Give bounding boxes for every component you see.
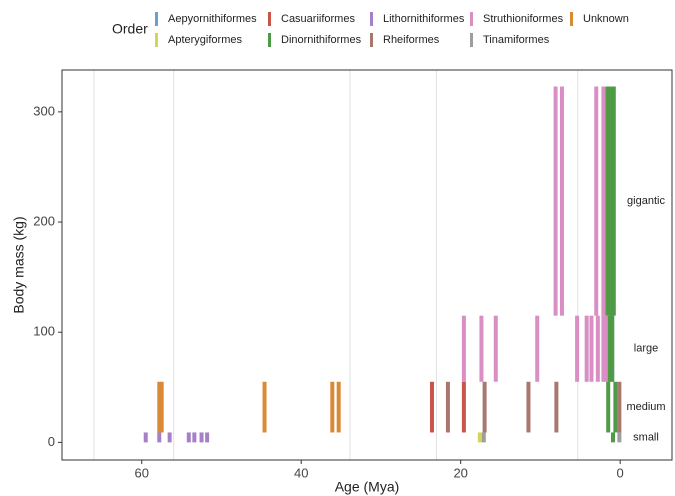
x-tick-label: 60 xyxy=(135,465,149,480)
legend-label: Lithornithiformes xyxy=(383,13,465,25)
y-tick-label: 100 xyxy=(33,324,55,339)
range-bar xyxy=(575,315,580,382)
range-bar xyxy=(477,432,482,443)
legend-label: Dinornithiformes xyxy=(281,34,362,46)
range-bar xyxy=(461,315,466,382)
range-bar xyxy=(610,315,615,382)
plot-border xyxy=(61,69,673,461)
range-bar xyxy=(157,381,162,433)
legend-swatch xyxy=(155,12,158,26)
range-bar xyxy=(479,315,484,382)
range-bar xyxy=(482,381,487,433)
range-bar xyxy=(607,315,612,382)
range-bar xyxy=(611,86,616,316)
range-bar xyxy=(617,381,622,433)
legend-swatch xyxy=(470,33,473,47)
range-bar xyxy=(167,432,172,443)
legend-swatch xyxy=(570,12,573,26)
range-bar xyxy=(186,432,191,443)
range-bar xyxy=(159,381,164,433)
legend-label: Casuariiformes xyxy=(281,13,355,25)
range-bar xyxy=(336,381,341,433)
range-bar xyxy=(610,432,615,443)
legend-label: Unknown xyxy=(583,13,629,25)
legend-title: Order xyxy=(112,21,148,37)
range-bar xyxy=(143,432,148,443)
range-bar xyxy=(429,381,434,433)
size-class-label: gigantic xyxy=(627,195,665,207)
x-tick-label: 20 xyxy=(453,465,467,480)
range-bar xyxy=(461,381,466,433)
range-bar xyxy=(481,432,486,443)
range-bar xyxy=(589,315,594,382)
range-bar xyxy=(199,432,204,443)
range-bar xyxy=(595,315,600,382)
legend-swatch xyxy=(155,33,158,47)
range-bar xyxy=(601,315,606,382)
range-bar xyxy=(262,381,267,433)
range-bar xyxy=(205,432,210,443)
range-bar xyxy=(157,432,162,443)
range-bar xyxy=(554,381,559,433)
size-class-label: large xyxy=(634,343,658,355)
range-bar xyxy=(535,315,540,382)
legend-label: Apterygiformes xyxy=(168,34,242,46)
range-bar xyxy=(617,432,622,443)
x-tick-label: 0 xyxy=(617,465,624,480)
y-tick-label: 200 xyxy=(33,213,55,228)
range-bar xyxy=(445,381,450,433)
range-bar xyxy=(493,315,498,382)
range-bar xyxy=(608,86,613,316)
range-bar xyxy=(526,381,531,433)
range-bar xyxy=(553,86,558,316)
legend-label: Aepyornithiformes xyxy=(168,13,257,25)
range-bar xyxy=(605,86,610,316)
x-axis-label: Age (Mya) xyxy=(335,479,400,495)
legend-label: Struthioniformes xyxy=(483,13,564,25)
range-bar xyxy=(603,315,608,382)
legend-swatch xyxy=(268,33,271,47)
y-tick-label: 0 xyxy=(48,434,55,449)
size-class-label: medium xyxy=(626,401,665,413)
legend-swatch xyxy=(268,12,271,26)
legend-swatch xyxy=(370,33,373,47)
legend-swatch xyxy=(370,12,373,26)
range-bar xyxy=(613,381,618,433)
range-bar xyxy=(559,86,564,316)
y-axis-label: Body mass (kg) xyxy=(11,216,27,313)
range-bar xyxy=(594,86,599,316)
range-bar xyxy=(192,432,197,443)
size-class-label: small xyxy=(633,431,659,443)
legend-label: Tinamiformes xyxy=(483,34,550,46)
x-tick-label: 40 xyxy=(294,465,308,480)
y-tick-label: 300 xyxy=(33,103,55,118)
range-bar xyxy=(601,86,606,316)
legend-label: Rheiformes xyxy=(383,34,440,46)
range-bar xyxy=(330,381,335,433)
range-bar xyxy=(584,315,589,382)
range-bar xyxy=(606,381,611,433)
legend-swatch xyxy=(470,12,473,26)
